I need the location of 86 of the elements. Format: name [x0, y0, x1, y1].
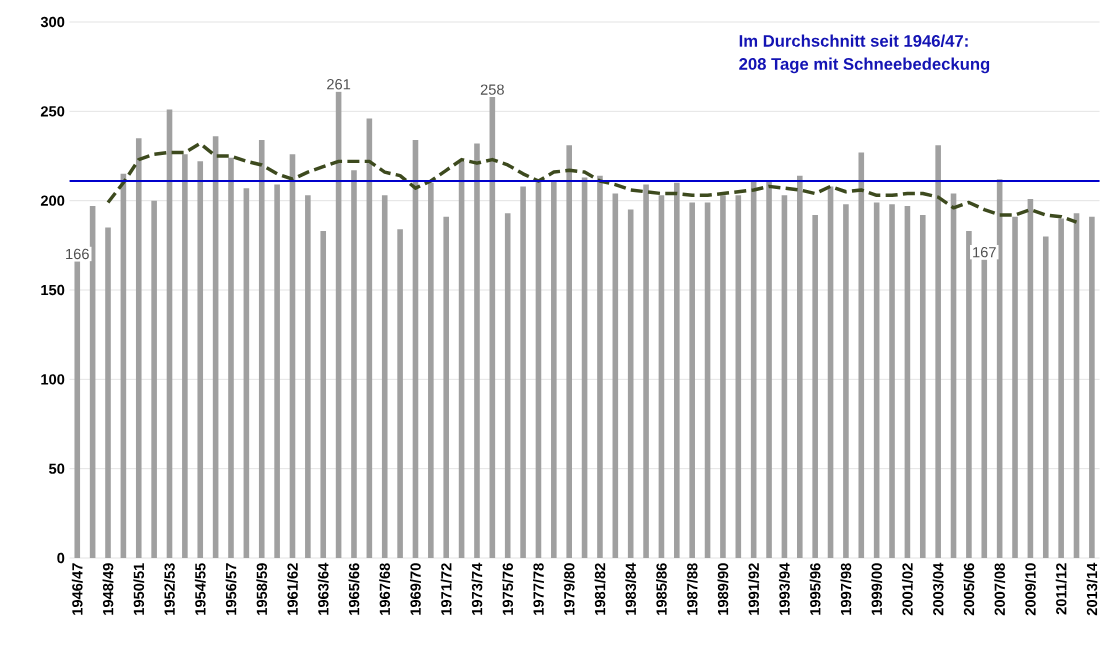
x-tick-label: 1991/92	[748, 563, 760, 615]
x-tick-label: 2007/08	[994, 563, 1006, 616]
y-tick-label: 100	[41, 374, 65, 385]
x-tick-label: 1965/66	[348, 563, 360, 615]
x-tick-label: 1971/72	[440, 563, 452, 615]
bar	[397, 229, 403, 558]
x-tick-label: 1954/55	[194, 563, 206, 615]
x-tick-label: 1967/68	[379, 563, 391, 615]
x-tick-label: 1983/84	[625, 562, 637, 615]
bar	[551, 181, 557, 558]
bar	[274, 184, 280, 558]
bar	[1042, 236, 1049, 558]
x-tick-label: 1989/90	[717, 563, 729, 615]
annotation: Im Durchschnitt seit 1946/47:	[739, 34, 968, 47]
bar	[228, 157, 234, 558]
y-tick-label: 300	[40, 16, 65, 28]
bar	[766, 181, 772, 558]
x-tick-label: 1969/70	[410, 563, 421, 615]
bar	[597, 175, 603, 558]
x-tick-label: 2011/12	[1055, 563, 1067, 615]
x-tick-label: 1956/57	[225, 563, 237, 615]
x-tick-label: 1999/00	[871, 563, 883, 615]
bar	[1089, 216, 1095, 558]
data-label: 258	[480, 84, 504, 95]
y-tick-label: 50	[49, 463, 65, 474]
bar	[1012, 216, 1018, 558]
y-tick-label: 0	[57, 552, 65, 564]
data-label: 167	[973, 247, 996, 258]
x-tick-label: 1997/98	[840, 563, 852, 615]
x-tick-label: 1975/76	[502, 563, 514, 615]
bar	[320, 231, 327, 558]
bar	[981, 259, 988, 558]
bar	[966, 231, 972, 558]
x-tick-label: 2001/02	[901, 563, 913, 616]
bar	[1058, 218, 1064, 558]
x-tick-label: 1985/86	[655, 563, 667, 615]
bar	[258, 139, 265, 558]
x-tick-label: 2005/06	[963, 563, 975, 616]
bar	[151, 200, 157, 558]
bar	[566, 145, 572, 558]
x-tick-label: 1948/49	[102, 563, 114, 615]
bar	[935, 145, 941, 558]
bar	[858, 152, 865, 558]
bar	[105, 227, 111, 558]
x-tick-label: 1950/51	[133, 563, 145, 615]
bar	[919, 214, 926, 558]
x-tick-label: 2009/10	[1024, 563, 1036, 616]
bar	[135, 138, 142, 558]
x-tick-label: 1979/80	[563, 563, 575, 615]
bar	[351, 170, 357, 558]
y-tick-label: 150	[41, 284, 65, 296]
bar	[305, 195, 311, 558]
bar	[443, 216, 450, 558]
bar	[797, 175, 803, 558]
y-tick-label: 200	[40, 195, 65, 206]
y-tick-label: 250	[40, 106, 65, 117]
x-tick-label: 1977/78	[533, 563, 544, 615]
x-tick-label: 1963/64	[317, 562, 329, 615]
x-tick-label: 1987/88	[686, 563, 698, 615]
bar	[520, 186, 526, 558]
bar	[428, 182, 434, 558]
bar	[689, 202, 695, 558]
x-tick-label: 1958/59	[256, 563, 268, 615]
x-tick-label: 2003/04	[932, 562, 944, 616]
x-tick-label: 1993/94	[778, 562, 790, 615]
data-label: 261	[327, 79, 351, 90]
annotation: 208 Tage mit Schneebedeckung	[739, 57, 990, 74]
bar	[812, 214, 818, 558]
x-tick-label: 1952/53	[164, 563, 175, 615]
x-tick-label: 1961/62	[287, 563, 298, 615]
data-label: 166	[66, 248, 89, 260]
bar	[674, 182, 680, 558]
x-tick-label: 2013/14	[1086, 562, 1098, 616]
x-tick-label: 1946/47	[71, 563, 83, 615]
bar	[504, 213, 511, 558]
bar	[720, 195, 726, 558]
x-tick-label: 1995/96	[809, 563, 821, 615]
bar	[182, 154, 188, 558]
bar	[889, 204, 895, 558]
bar	[643, 184, 649, 558]
x-tick-label: 1973/74	[471, 562, 483, 615]
bar	[843, 204, 849, 558]
bar	[197, 161, 204, 558]
bar	[381, 195, 388, 558]
x-tick-label: 1981/82	[594, 563, 606, 615]
bar	[474, 143, 480, 558]
